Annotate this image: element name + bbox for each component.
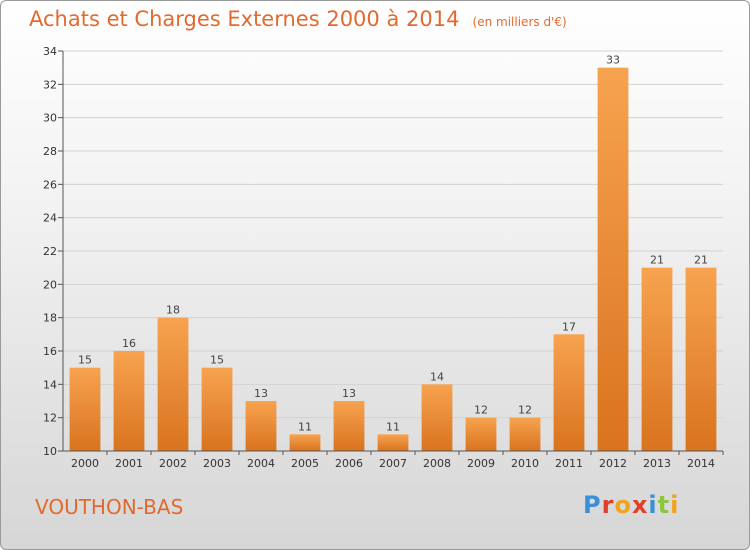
bar-value-label: 21 bbox=[694, 254, 708, 267]
bar-value-label: 11 bbox=[298, 420, 312, 433]
bar-value-label: 14 bbox=[430, 370, 444, 383]
town-name: VOUTHON-BAS bbox=[35, 495, 184, 519]
title-main: Achats et Charges Externes 2000 à 2014 bbox=[29, 7, 460, 31]
x-tick-label: 2006 bbox=[335, 457, 363, 470]
y-tick-label: 28 bbox=[43, 145, 57, 158]
bar-2007 bbox=[377, 434, 409, 451]
x-tick-label: 2013 bbox=[643, 457, 671, 470]
bar-2014 bbox=[685, 267, 717, 451]
bar-2000 bbox=[69, 367, 101, 451]
y-tick-label: 22 bbox=[43, 245, 57, 258]
bar-2010 bbox=[509, 417, 541, 451]
bar-value-label: 13 bbox=[342, 387, 356, 400]
y-tick-label: 24 bbox=[43, 212, 57, 225]
x-tick-label: 2012 bbox=[599, 457, 627, 470]
x-tick-label: 2014 bbox=[687, 457, 715, 470]
chart-title: Achats et Charges Externes 2000 à 2014 (… bbox=[29, 7, 567, 31]
bar-value-label: 15 bbox=[78, 354, 92, 367]
bar-value-label: 33 bbox=[606, 54, 620, 67]
y-tick-label: 12 bbox=[43, 412, 57, 425]
x-tick-label: 2008 bbox=[423, 457, 451, 470]
x-tick-label: 2005 bbox=[291, 457, 319, 470]
bar-2012 bbox=[597, 67, 629, 452]
bar-value-label: 12 bbox=[518, 404, 532, 417]
bar-value-label: 11 bbox=[386, 420, 400, 433]
y-tick-label: 18 bbox=[43, 312, 57, 325]
bar-value-label: 17 bbox=[562, 320, 576, 333]
bar-2003 bbox=[201, 367, 233, 451]
y-tick-label: 34 bbox=[43, 45, 57, 58]
x-tick-label: 2000 bbox=[71, 457, 99, 470]
bar-value-label: 15 bbox=[210, 354, 224, 367]
proxiti-logo: Proxiti bbox=[583, 491, 680, 519]
x-tick-label: 2009 bbox=[467, 457, 495, 470]
bar-value-label: 12 bbox=[474, 404, 488, 417]
x-tick-label: 2007 bbox=[379, 457, 407, 470]
bar-value-label: 21 bbox=[650, 254, 664, 267]
x-tick-label: 2011 bbox=[555, 457, 583, 470]
bar-2002 bbox=[157, 317, 189, 451]
bar-2006 bbox=[333, 401, 365, 451]
bar-value-label: 16 bbox=[122, 337, 136, 350]
y-tick-label: 20 bbox=[43, 278, 57, 291]
bar-2004 bbox=[245, 401, 277, 451]
bar-value-label: 18 bbox=[166, 304, 180, 317]
x-tick-label: 2003 bbox=[203, 457, 231, 470]
x-tick-label: 2001 bbox=[115, 457, 143, 470]
bar-value-label: 13 bbox=[254, 387, 268, 400]
x-tick-label: 2004 bbox=[247, 457, 275, 470]
title-unit: (en milliers d'€) bbox=[472, 15, 567, 29]
bar-2009 bbox=[465, 417, 497, 451]
y-tick-label: 32 bbox=[43, 78, 57, 91]
y-tick-label: 14 bbox=[43, 378, 57, 391]
y-tick-label: 30 bbox=[43, 112, 57, 125]
bar-2008 bbox=[421, 384, 453, 451]
y-tick-label: 26 bbox=[43, 178, 57, 191]
y-tick-label: 10 bbox=[43, 445, 57, 458]
bar-2001 bbox=[113, 351, 145, 451]
x-tick-label: 2002 bbox=[159, 457, 187, 470]
x-tick-label: 2010 bbox=[511, 457, 539, 470]
bar-2013 bbox=[641, 267, 673, 451]
bar-2011 bbox=[553, 334, 585, 451]
bar-2005 bbox=[289, 434, 321, 451]
y-tick-label: 16 bbox=[43, 345, 57, 358]
